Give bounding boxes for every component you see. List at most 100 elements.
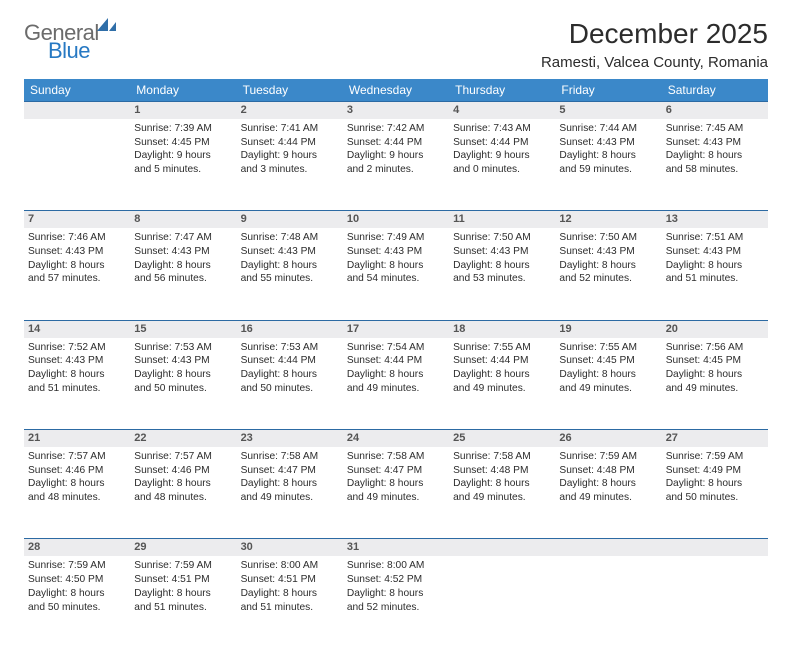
sunset-text: Sunset: 4:43 PM — [559, 136, 657, 150]
day-number-cell: 24 — [343, 430, 449, 447]
daylight-text: and 57 minutes. — [28, 272, 126, 286]
daylight-text: and 49 minutes. — [241, 491, 339, 505]
sunset-text: Sunset: 4:44 PM — [453, 354, 551, 368]
sunset-text: Sunset: 4:48 PM — [453, 464, 551, 478]
day-data-cell — [449, 556, 555, 648]
sunrise-text: Sunrise: 7:42 AM — [347, 122, 445, 136]
day-data-cell: Sunrise: 7:55 AMSunset: 4:44 PMDaylight:… — [449, 338, 555, 430]
day-number-cell: 11 — [449, 211, 555, 228]
day-data-cell: Sunrise: 7:48 AMSunset: 4:43 PMDaylight:… — [237, 228, 343, 320]
day-data-cell: Sunrise: 7:58 AMSunset: 4:48 PMDaylight:… — [449, 447, 555, 539]
daylight-text: Daylight: 8 hours — [453, 477, 551, 491]
day-number-cell: 28 — [24, 539, 130, 556]
daylight-text: Daylight: 8 hours — [559, 477, 657, 491]
day-number-cell — [24, 102, 130, 119]
day-number-cell: 27 — [662, 430, 768, 447]
day-data-cell — [24, 119, 130, 211]
daylight-text: Daylight: 8 hours — [453, 368, 551, 382]
daylight-text: and 59 minutes. — [559, 163, 657, 177]
sunrise-text: Sunrise: 7:55 AM — [559, 341, 657, 355]
daylight-text: and 50 minutes. — [134, 382, 232, 396]
sunrise-text: Sunrise: 7:59 AM — [28, 559, 126, 573]
daylight-text: and 0 minutes. — [453, 163, 551, 177]
sunset-text: Sunset: 4:43 PM — [241, 245, 339, 259]
day-number-cell: 30 — [237, 539, 343, 556]
daylight-text: Daylight: 8 hours — [28, 477, 126, 491]
sunrise-text: Sunrise: 7:58 AM — [453, 450, 551, 464]
calendar-page: General Blue December 2025 Ramesti, Valc… — [0, 0, 792, 648]
sunset-text: Sunset: 4:45 PM — [134, 136, 232, 150]
daylight-text: Daylight: 8 hours — [28, 368, 126, 382]
day-number-row: 14151617181920 — [24, 320, 768, 337]
sunrise-text: Sunrise: 7:45 AM — [666, 122, 764, 136]
day-number-cell: 5 — [555, 102, 661, 119]
sunset-text: Sunset: 4:51 PM — [241, 573, 339, 587]
day-data-cell — [662, 556, 768, 648]
calendar-table: Sunday Monday Tuesday Wednesday Thursday… — [24, 79, 768, 648]
sunrise-text: Sunrise: 7:59 AM — [134, 559, 232, 573]
sunset-text: Sunset: 4:48 PM — [559, 464, 657, 478]
sunrise-text: Sunrise: 7:51 AM — [666, 231, 764, 245]
day-number-cell: 9 — [237, 211, 343, 228]
day-data-cell: Sunrise: 7:59 AMSunset: 4:51 PMDaylight:… — [130, 556, 236, 648]
sunset-text: Sunset: 4:43 PM — [347, 245, 445, 259]
daylight-text: and 49 minutes. — [559, 382, 657, 396]
day-data-cell: Sunrise: 7:42 AMSunset: 4:44 PMDaylight:… — [343, 119, 449, 211]
day-number-cell — [662, 539, 768, 556]
title-block: December 2025 Ramesti, Valcea County, Ro… — [541, 18, 768, 71]
day-number-cell: 12 — [555, 211, 661, 228]
day-number-cell: 2 — [237, 102, 343, 119]
daylight-text: and 55 minutes. — [241, 272, 339, 286]
day-number-cell: 19 — [555, 320, 661, 337]
day-number-cell: 25 — [449, 430, 555, 447]
daylight-text: Daylight: 8 hours — [241, 259, 339, 273]
daylight-text: and 49 minutes. — [347, 491, 445, 505]
logo-sail-icon — [96, 16, 118, 32]
day-data-row: Sunrise: 7:57 AMSunset: 4:46 PMDaylight:… — [24, 447, 768, 539]
sunset-text: Sunset: 4:43 PM — [134, 245, 232, 259]
day-data-cell: Sunrise: 7:53 AMSunset: 4:44 PMDaylight:… — [237, 338, 343, 430]
daylight-text: and 50 minutes. — [666, 491, 764, 505]
sunset-text: Sunset: 4:43 PM — [453, 245, 551, 259]
sunset-text: Sunset: 4:44 PM — [347, 136, 445, 150]
daylight-text: Daylight: 9 hours — [134, 149, 232, 163]
day-number-row: 21222324252627 — [24, 430, 768, 447]
daylight-text: Daylight: 8 hours — [453, 259, 551, 273]
day-data-row: Sunrise: 7:46 AMSunset: 4:43 PMDaylight:… — [24, 228, 768, 320]
day-number-cell: 17 — [343, 320, 449, 337]
day-data-cell: Sunrise: 7:59 AMSunset: 4:49 PMDaylight:… — [662, 447, 768, 539]
weekday-header: Tuesday — [237, 79, 343, 102]
day-data-cell: Sunrise: 7:59 AMSunset: 4:50 PMDaylight:… — [24, 556, 130, 648]
day-data-cell: Sunrise: 7:58 AMSunset: 4:47 PMDaylight:… — [343, 447, 449, 539]
daylight-text: Daylight: 8 hours — [347, 368, 445, 382]
sunset-text: Sunset: 4:45 PM — [559, 354, 657, 368]
sunrise-text: Sunrise: 7:59 AM — [666, 450, 764, 464]
sunset-text: Sunset: 4:44 PM — [241, 354, 339, 368]
sunrise-text: Sunrise: 8:00 AM — [347, 559, 445, 573]
sunrise-text: Sunrise: 7:52 AM — [28, 341, 126, 355]
sunrise-text: Sunrise: 7:46 AM — [28, 231, 126, 245]
logo: General Blue — [24, 22, 121, 62]
sunset-text: Sunset: 4:43 PM — [666, 245, 764, 259]
day-data-cell: Sunrise: 7:50 AMSunset: 4:43 PMDaylight:… — [449, 228, 555, 320]
day-number-cell: 31 — [343, 539, 449, 556]
sunrise-text: Sunrise: 7:59 AM — [559, 450, 657, 464]
sunrise-text: Sunrise: 7:44 AM — [559, 122, 657, 136]
day-number-cell: 16 — [237, 320, 343, 337]
month-title: December 2025 — [541, 18, 768, 50]
daylight-text: and 49 minutes. — [453, 491, 551, 505]
sunset-text: Sunset: 4:52 PM — [347, 573, 445, 587]
day-data-cell: Sunrise: 7:53 AMSunset: 4:43 PMDaylight:… — [130, 338, 236, 430]
sunrise-text: Sunrise: 7:54 AM — [347, 341, 445, 355]
weekday-header: Friday — [555, 79, 661, 102]
daylight-text: and 56 minutes. — [134, 272, 232, 286]
sunrise-text: Sunrise: 7:55 AM — [453, 341, 551, 355]
daylight-text: Daylight: 8 hours — [134, 259, 232, 273]
daylight-text: Daylight: 8 hours — [559, 149, 657, 163]
daylight-text: and 53 minutes. — [453, 272, 551, 286]
daylight-text: and 2 minutes. — [347, 163, 445, 177]
sunrise-text: Sunrise: 7:57 AM — [28, 450, 126, 464]
sunrise-text: Sunrise: 7:53 AM — [241, 341, 339, 355]
day-data-cell: Sunrise: 7:54 AMSunset: 4:44 PMDaylight:… — [343, 338, 449, 430]
daylight-text: and 51 minutes. — [134, 601, 232, 615]
